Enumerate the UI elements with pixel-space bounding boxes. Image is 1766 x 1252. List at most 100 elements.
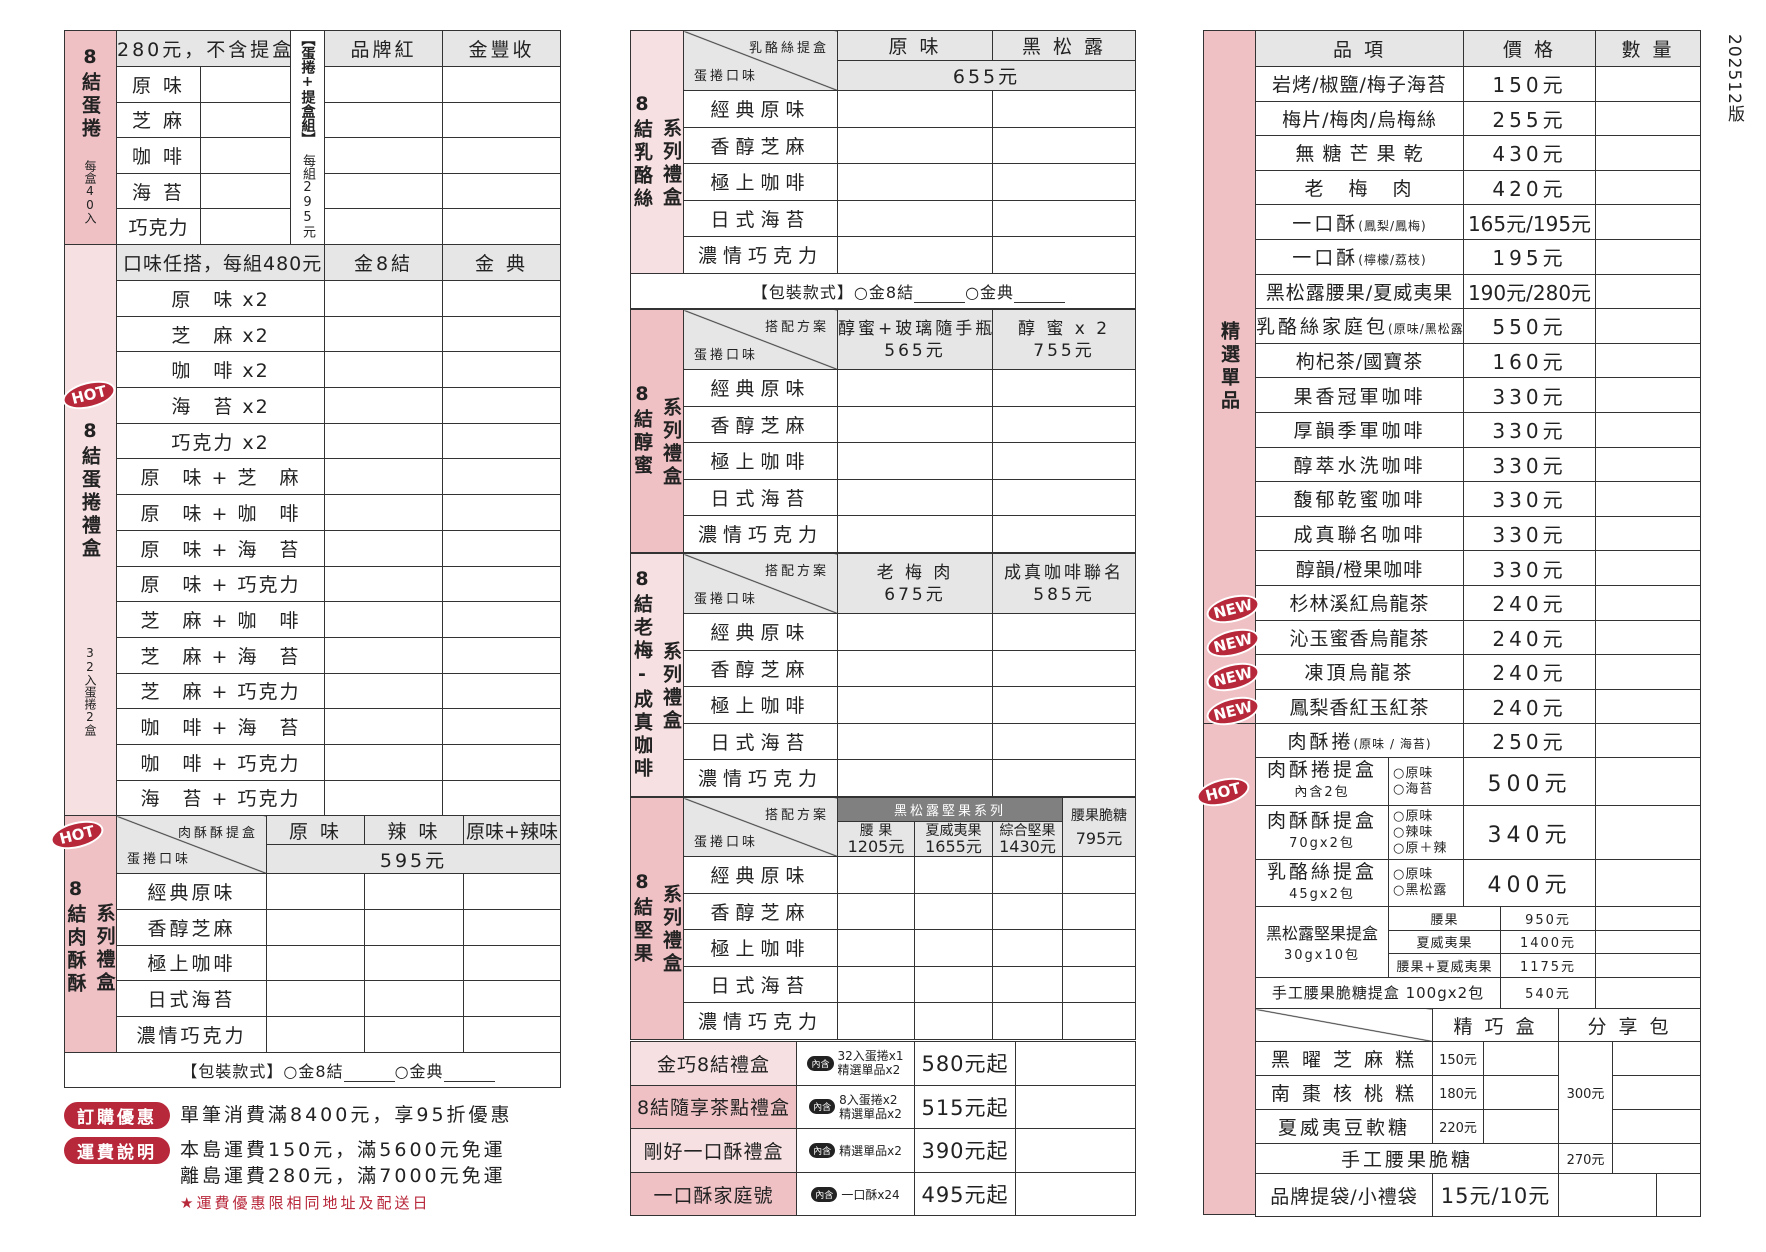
quantity-cell[interactable] xyxy=(1015,1171,1136,1217)
quantity-cell[interactable] xyxy=(324,494,443,531)
quantity-cell[interactable] xyxy=(1611,1109,1702,1144)
quantity-cell[interactable] xyxy=(442,387,561,424)
quantity-cell[interactable] xyxy=(837,856,915,894)
quantity-cell[interactable] xyxy=(992,369,1136,407)
quantity-cell[interactable] xyxy=(324,208,444,245)
quantity-cell[interactable] xyxy=(442,137,562,174)
quantity-cell[interactable] xyxy=(837,649,993,687)
quantity-cell[interactable] xyxy=(324,672,443,710)
quantity-cell[interactable] xyxy=(992,163,1136,201)
quantity-cell[interactable] xyxy=(837,1002,915,1040)
quantity-cell[interactable] xyxy=(324,387,443,424)
quantity-cell[interactable] xyxy=(1595,584,1701,621)
blank-line[interactable] xyxy=(914,282,966,303)
quantity-cell[interactable] xyxy=(324,636,443,674)
quantity-cell[interactable] xyxy=(1558,1173,1657,1217)
quantity-cell[interactable] xyxy=(364,1016,464,1053)
quantity-cell[interactable] xyxy=(324,458,443,496)
quantity-cell[interactable] xyxy=(442,529,561,567)
quantity-cell[interactable] xyxy=(992,515,1136,553)
quantity-cell[interactable] xyxy=(1595,805,1701,860)
quantity-cell[interactable] xyxy=(324,601,443,638)
quantity-cell[interactable] xyxy=(266,980,365,1018)
option-radio[interactable]: ○原味 xyxy=(1393,765,1434,781)
quantity-cell[interactable] xyxy=(1483,1109,1559,1144)
quantity-cell[interactable] xyxy=(1611,1075,1702,1110)
quantity-cell[interactable] xyxy=(324,565,443,603)
quantity-cell[interactable] xyxy=(199,137,292,174)
quantity-cell[interactable] xyxy=(463,873,561,910)
quantity-cell[interactable] xyxy=(442,494,561,531)
quantity-cell[interactable] xyxy=(1595,446,1701,483)
quantity-cell[interactable] xyxy=(992,929,1063,967)
quantity-cell[interactable] xyxy=(1595,953,1701,978)
quantity-cell[interactable] xyxy=(837,722,993,760)
quantity-cell[interactable] xyxy=(837,892,915,930)
option-radio[interactable]: ○原＋辣 xyxy=(1393,840,1448,856)
quantity-cell[interactable] xyxy=(837,686,993,724)
option-radio[interactable]: ○辣味 xyxy=(1393,824,1434,840)
quantity-cell[interactable] xyxy=(266,873,365,910)
quantity-cell[interactable] xyxy=(1062,892,1136,930)
quantity-cell[interactable] xyxy=(1015,1128,1136,1173)
quantity-cell[interactable] xyxy=(914,892,993,930)
quantity-cell[interactable] xyxy=(992,199,1136,237)
blank-line[interactable] xyxy=(443,1061,495,1082)
quantity-cell[interactable] xyxy=(1595,688,1701,725)
quantity-cell[interactable] xyxy=(992,1002,1063,1040)
quantity-cell[interactable] xyxy=(199,101,292,139)
quantity-cell[interactable] xyxy=(364,873,464,910)
quantity-cell[interactable] xyxy=(992,405,1136,443)
quantity-cell[interactable] xyxy=(463,980,561,1018)
quantity-cell[interactable] xyxy=(1062,856,1136,894)
quantity-cell[interactable] xyxy=(442,280,561,317)
quantity-cell[interactable] xyxy=(1595,757,1701,806)
quantity-cell[interactable] xyxy=(1655,1173,1702,1217)
quantity-cell[interactable] xyxy=(1595,66,1701,102)
quantity-cell[interactable] xyxy=(1483,1075,1559,1110)
quantity-cell[interactable] xyxy=(1595,723,1701,759)
quantity-cell[interactable] xyxy=(837,478,993,516)
quantity-cell[interactable] xyxy=(992,613,1136,651)
quantity-cell[interactable] xyxy=(914,965,993,1003)
quantity-cell[interactable] xyxy=(992,759,1136,797)
option-radio[interactable]: ○原味 xyxy=(1393,808,1434,824)
quantity-cell[interactable] xyxy=(442,101,562,139)
quantity-cell[interactable] xyxy=(324,137,444,174)
quantity-cell[interactable] xyxy=(442,458,561,496)
quantity-cell[interactable] xyxy=(1595,515,1701,552)
quantity-cell[interactable] xyxy=(837,515,993,553)
quantity-cell[interactable] xyxy=(992,442,1136,480)
quantity-cell[interactable] xyxy=(442,779,561,817)
quantity-cell[interactable] xyxy=(442,351,561,389)
quantity-cell[interactable] xyxy=(442,636,561,674)
quantity-cell[interactable] xyxy=(992,965,1063,1003)
quantity-cell[interactable] xyxy=(992,649,1136,687)
quantity-cell[interactable] xyxy=(1595,308,1701,344)
quantity-cell[interactable] xyxy=(1595,377,1701,413)
quantity-cell[interactable] xyxy=(364,980,464,1018)
quantity-cell[interactable] xyxy=(1062,929,1136,967)
quantity-cell[interactable] xyxy=(442,601,561,638)
quantity-cell[interactable] xyxy=(324,529,443,567)
quantity-cell[interactable] xyxy=(914,1002,993,1040)
quantity-cell[interactable] xyxy=(199,208,292,245)
blank-line[interactable] xyxy=(1014,282,1066,303)
quantity-cell[interactable] xyxy=(324,351,443,389)
quantity-cell[interactable] xyxy=(837,199,993,237)
quantity-cell[interactable] xyxy=(992,236,1136,274)
quantity-cell[interactable] xyxy=(364,944,464,982)
quantity-cell[interactable] xyxy=(1595,169,1701,206)
quantity-cell[interactable] xyxy=(1595,238,1701,275)
quantity-cell[interactable] xyxy=(1483,1041,1559,1076)
quantity-cell[interactable] xyxy=(1595,929,1701,954)
option-radio[interactable]: ○黑松露 xyxy=(1393,883,1448,898)
blank-line[interactable] xyxy=(343,1061,395,1082)
quantity-cell[interactable] xyxy=(837,163,993,201)
quantity-cell[interactable] xyxy=(837,929,915,967)
quantity-cell[interactable] xyxy=(1595,906,1701,931)
quantity-cell[interactable] xyxy=(266,944,365,982)
quantity-cell[interactable] xyxy=(199,172,292,210)
quantity-cell[interactable] xyxy=(442,315,561,353)
quantity-cell[interactable] xyxy=(442,743,561,781)
